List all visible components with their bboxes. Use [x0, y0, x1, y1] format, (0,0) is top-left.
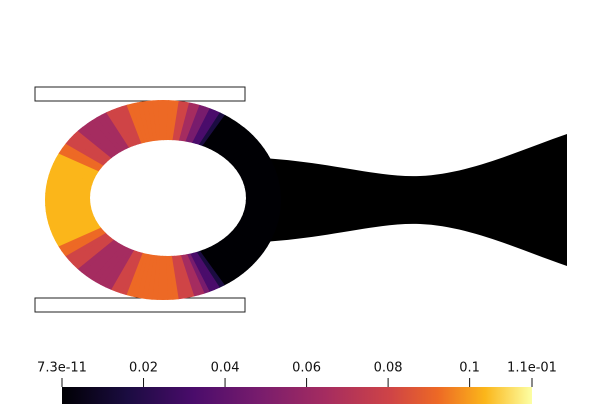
tick-label: 0.08	[374, 361, 403, 376]
plate-bottom	[34, 297, 246, 313]
tick-label: 0.06	[292, 361, 321, 376]
nozzle	[262, 134, 567, 266]
plate-top	[34, 86, 246, 102]
tick-label: 0.1	[459, 361, 480, 376]
tick-label: 1.1e-01	[507, 361, 557, 376]
colorbar-ticks: 7.3e-11 0.02 0.04 0.06 0.08 0.1 1.1e-01	[37, 361, 557, 387]
tick-label: 7.3e-11	[37, 361, 87, 376]
tick-label: 0.04	[211, 361, 240, 376]
ring-segment	[163, 100, 176, 200]
colorbar	[62, 387, 532, 404]
tick-label: 0.02	[129, 361, 158, 376]
